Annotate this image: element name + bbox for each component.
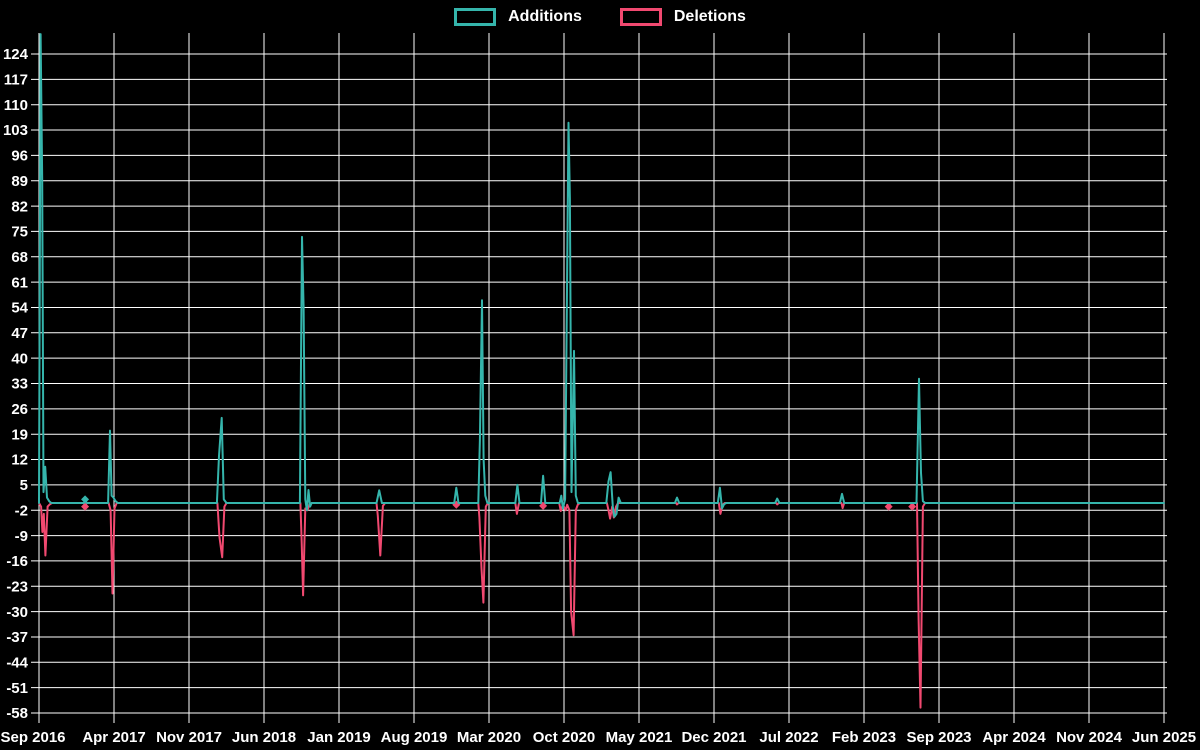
y-tick-label: 82: [11, 198, 28, 215]
x-tick-label: Mar 2020: [457, 729, 521, 746]
y-tick-label: 124: [3, 46, 29, 63]
x-tick-label: May 2021: [606, 729, 673, 746]
x-tick-label: Aug 2019: [381, 729, 448, 746]
y-tick-label: 103: [3, 122, 28, 139]
x-tick-label: Jan 2019: [307, 729, 370, 746]
additions-swatch: [454, 8, 497, 26]
y-tick-label: 61: [11, 274, 28, 291]
deletions-swatch: [619, 8, 662, 26]
y-tick-label: -44: [6, 655, 28, 672]
y-tick-label: 5: [20, 477, 28, 494]
y-tick-label: 26: [11, 401, 28, 418]
x-tick-label: Sep 2016: [0, 729, 65, 746]
x-tick-label: Oct 2020: [533, 729, 596, 746]
x-tick-label: Apr 2024: [982, 729, 1046, 746]
x-tick-label: Feb 2023: [832, 729, 896, 746]
legend-label-additions: Additions: [508, 8, 582, 25]
legend-item-additions[interactable]: Additions: [454, 6, 582, 28]
legend-label-deletions: Deletions: [673, 8, 746, 25]
y-tick-label: 96: [11, 148, 28, 165]
legend: Additions Deletions: [0, 6, 1200, 28]
y-tick-label: -37: [6, 629, 28, 646]
x-tick-label: Sep 2023: [906, 729, 971, 746]
point-marker-additions: [81, 495, 90, 504]
x-tick-label: Dec 2021: [681, 729, 746, 746]
legend-item-deletions[interactable]: Deletions: [619, 6, 746, 28]
y-tick-label: -58: [6, 705, 28, 722]
point-marker-deletions: [908, 502, 917, 511]
series-line-deletions: [38, 502, 1165, 709]
series-line-additions: [38, 33, 1165, 518]
x-tick-label: Nov 2017: [156, 729, 222, 746]
y-tick-label: 117: [4, 72, 28, 89]
x-tick-label: Jun 2018: [232, 729, 296, 746]
y-tick-label: -30: [6, 604, 28, 621]
y-tick-label: 19: [11, 426, 28, 443]
point-marker-deletions: [81, 502, 90, 511]
y-tick-label: -9: [15, 528, 28, 545]
y-tick-label: 75: [11, 224, 28, 241]
y-tick-label: 68: [11, 249, 28, 266]
y-tick-label: -51: [6, 680, 28, 697]
y-tick-label: 54: [11, 300, 28, 317]
y-tick-label: -16: [6, 553, 28, 570]
x-tick-label: Jun 2025: [1132, 729, 1196, 746]
x-tick-label: Nov 2024: [1056, 729, 1123, 746]
y-tick-label: 33: [11, 376, 28, 393]
y-tick-label: 89: [11, 173, 28, 190]
y-tick-label: 47: [11, 325, 28, 342]
x-tick-label: Apr 2017: [82, 729, 145, 746]
x-tick-label: Jul 2022: [759, 729, 818, 746]
y-tick-label: 110: [4, 97, 28, 114]
y-tick-label: 40: [11, 350, 28, 367]
y-tick-label: -23: [6, 578, 28, 595]
y-tick-label: 12: [11, 452, 28, 469]
point-marker-deletions: [884, 502, 893, 511]
y-tick-label: -2: [15, 502, 28, 519]
